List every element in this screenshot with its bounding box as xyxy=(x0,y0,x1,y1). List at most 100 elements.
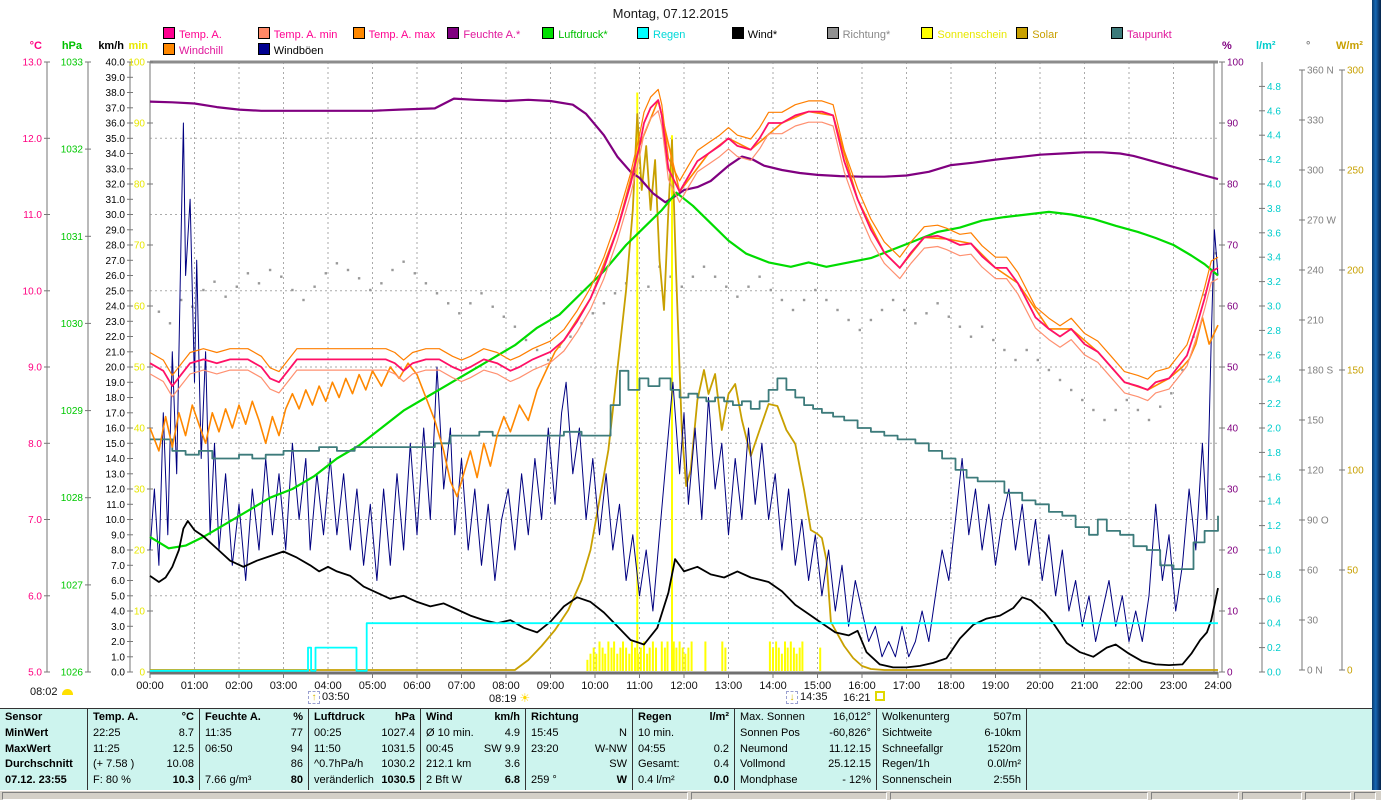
legend-label: Sonnenschein xyxy=(937,29,1008,41)
y-axis-label: 1.0 xyxy=(111,652,125,663)
x-axis-label: 17:00 xyxy=(893,680,921,692)
legend-item-sonnenschein: Sonnenschein xyxy=(921,27,1008,41)
y-axis-label: 250 xyxy=(1347,166,1364,177)
x-axis-label: 22:00 xyxy=(1115,680,1143,692)
table-cell: Sonnenschein xyxy=(882,774,952,787)
y-axis-label: 4.2 xyxy=(1267,155,1281,166)
legend-item-windb-en: Windböen xyxy=(257,43,323,57)
axis-header-min: min xyxy=(128,40,148,52)
y-axis-label: 50 xyxy=(1347,566,1359,577)
status-pane xyxy=(890,792,1148,800)
x-axis-label: 13:00 xyxy=(715,680,743,692)
y-axis-label: 1.6 xyxy=(1267,472,1281,483)
table-cell: 00:25 xyxy=(314,726,342,739)
y-axis-label: 2.6 xyxy=(1267,350,1281,361)
legend-item-luftdruck-: Luftdruck* xyxy=(542,27,608,41)
y-axis-label: 14.0 xyxy=(106,454,126,465)
y-axis-label: 3.6 xyxy=(1267,228,1281,239)
y-axis-label: 1031 xyxy=(61,232,84,243)
table-cell: 10 min. xyxy=(638,726,675,739)
y-axis-label: 37.0 xyxy=(106,103,126,114)
y-axis-label: 28.0 xyxy=(106,241,126,252)
table-cell: 0.0l/m² xyxy=(987,758,1021,771)
y-axis-label: 210 xyxy=(1307,316,1324,327)
chart-plot-area: 13.012.011.010.09.08.07.06.05.0 103310321… xyxy=(23,58,1365,693)
y-axis-label: 3.4 xyxy=(1267,253,1281,264)
y-axis-label: 13.0 xyxy=(23,58,43,69)
y-axis-label: 35.0 xyxy=(106,134,126,145)
x-axis-label: 19:00 xyxy=(982,680,1010,692)
table-cell: Luftdruck xyxy=(314,711,365,723)
y-axis-label: 9.0 xyxy=(111,530,125,541)
table-cell: - 12% xyxy=(842,774,871,787)
table-cell: 11.12.15 xyxy=(828,742,871,755)
table-cell: 0.2 xyxy=(713,742,729,755)
table-cell: 4.9 xyxy=(504,726,520,739)
table-col-misc: Wolkenunterg 507m Sichtweite 6-10km Schneefa… xyxy=(877,709,1027,791)
series-luftdruck xyxy=(149,191,1219,550)
table-cell: Feuchte A. xyxy=(205,711,261,723)
table-cell: 1027.4 xyxy=(381,726,415,739)
series-temp-a-max xyxy=(149,88,1219,380)
legend-label: Windchill xyxy=(179,45,224,57)
table-cell: Ø 10 min. xyxy=(426,726,474,739)
y-axis-label: 30 xyxy=(134,485,146,496)
y-axis-label: 20 xyxy=(134,546,146,557)
y-axis-label: 1.4 xyxy=(1267,497,1281,508)
table-cell: Gesamt: xyxy=(638,758,680,771)
y-axis-label: 36.0 xyxy=(106,119,126,130)
axis-header-lm2: l/m² xyxy=(1256,40,1276,52)
y-axis-label: 1.0 xyxy=(1267,546,1281,557)
y-axis-label: 150 xyxy=(1307,416,1324,427)
y-axis-label: 17.0 xyxy=(106,408,126,419)
y-axis-label: 20 xyxy=(1227,546,1239,557)
y-axis-c: 13.0 12.0 11.0 10.0 9.0 8.0 7.0 6.0 5.0 xyxy=(23,58,50,679)
window-edge-strip xyxy=(1372,0,1381,790)
legend-item-windchill: Windchill xyxy=(163,43,224,57)
marker-sunrise: 08:19 ☀ xyxy=(489,691,531,705)
status-pane xyxy=(1305,792,1351,800)
table-col-luftdruck: Luftdruck hPa 00:25 1027.4 11:50 1031.5 ^0.7hP… xyxy=(309,709,421,791)
table-cell: 06:50 xyxy=(205,742,233,755)
y-axis-label: 31.0 xyxy=(106,195,126,206)
x-axis-label: 03:00 xyxy=(270,680,298,692)
y-axis-label: 50 xyxy=(134,363,146,374)
legend-swatch-icon xyxy=(352,27,365,39)
table-cell: km/h xyxy=(494,711,520,723)
legend-label: Temp. A. max xyxy=(368,29,436,41)
table-cell: 86 xyxy=(290,758,303,771)
legend-label: Feuchte A.* xyxy=(463,29,521,41)
legend-swatch-icon xyxy=(921,27,934,39)
table-cell: 07.12. 23:55 xyxy=(5,774,67,787)
legend-item-feuchte-a-: Feuchte A.* xyxy=(447,27,521,41)
legend-swatch-icon xyxy=(542,27,555,39)
y-axis-label: 300 xyxy=(1347,66,1364,77)
axis-header-degree: ° xyxy=(1306,40,1311,52)
y-axis-label: 5.0 xyxy=(111,591,125,602)
y-axis-hpa: 1033 1032 1031 1030 1029 1028 1027 1026 xyxy=(61,58,91,679)
y-axis-label: 39.0 xyxy=(106,73,126,84)
table-cell: Regen xyxy=(638,711,672,723)
table-cell: MinWert xyxy=(5,726,49,739)
y-axis-label: 330 xyxy=(1307,116,1324,127)
x-axis-label: 05:00 xyxy=(359,680,387,692)
x-axis-label: 24:00 xyxy=(1204,680,1232,692)
table-cell: 11:50 xyxy=(314,742,341,755)
table-cell: Wind xyxy=(426,711,453,723)
x-axis-label: 18:00 xyxy=(937,680,965,692)
x-axis-label: 01:00 xyxy=(181,680,209,692)
table-cell: Sichtweite xyxy=(882,726,933,739)
y-axis-label: 10.0 xyxy=(106,515,126,526)
x-axis: 00:00 01:00 02:00 03:00 04:00 05:00 06:00 07:00… xyxy=(136,672,1232,692)
legend-label: Richtung* xyxy=(842,29,891,41)
y-axis-label: 100 xyxy=(128,58,145,69)
axis-header-hpa: hPa xyxy=(61,40,82,52)
y-axis-label: 30.0 xyxy=(106,210,126,221)
table-cell: 04:55 xyxy=(638,742,666,755)
y-axis-label: 25.0 xyxy=(106,286,126,297)
y-axis-label: 5.0 xyxy=(28,668,42,679)
y-axis-label: 4.8 xyxy=(1267,82,1281,93)
table-cell: 94 xyxy=(290,742,303,755)
y-axis-label: 4.4 xyxy=(1267,131,1281,142)
y-axis-label: 1028 xyxy=(61,493,84,504)
